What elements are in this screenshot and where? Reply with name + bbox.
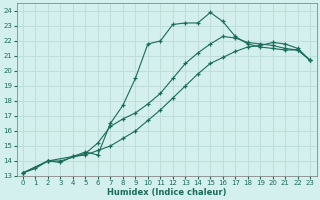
X-axis label: Humidex (Indice chaleur): Humidex (Indice chaleur)	[107, 188, 226, 197]
